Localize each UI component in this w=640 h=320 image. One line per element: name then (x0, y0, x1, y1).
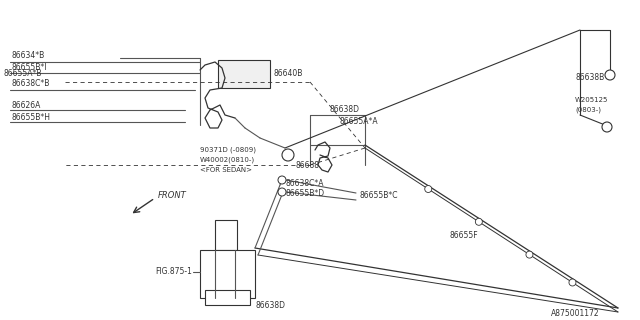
Text: (0803-): (0803-) (575, 107, 601, 113)
Text: 86655F: 86655F (450, 230, 479, 239)
Text: 86638B: 86638B (575, 74, 604, 83)
Circle shape (278, 188, 286, 196)
Text: 86634*B: 86634*B (12, 51, 45, 60)
Bar (215, 220, 237, 250)
Circle shape (602, 122, 612, 132)
Circle shape (425, 186, 432, 193)
Text: 86638D: 86638D (330, 106, 360, 115)
Text: 86688: 86688 (295, 161, 319, 170)
Text: 86638C*A: 86638C*A (285, 179, 323, 188)
Bar (218, 60, 270, 88)
Circle shape (476, 218, 483, 225)
Text: W40002(0810-): W40002(0810-) (200, 157, 255, 163)
Text: A875001172: A875001172 (552, 308, 600, 317)
Circle shape (569, 279, 576, 286)
Text: 86655A*B: 86655A*B (3, 68, 42, 77)
Text: 86655B*C: 86655B*C (360, 190, 399, 199)
Bar (200, 250, 255, 298)
Circle shape (278, 176, 286, 184)
Text: 86655A*A: 86655A*A (340, 117, 379, 126)
Circle shape (282, 149, 294, 161)
Text: 86640B: 86640B (274, 68, 303, 77)
Text: 86638C*B: 86638C*B (12, 79, 51, 89)
Text: W205125: W205125 (575, 97, 609, 103)
Text: 86655B*H: 86655B*H (12, 114, 51, 123)
Text: <FOR SEDAN>: <FOR SEDAN> (200, 167, 252, 173)
Circle shape (605, 70, 615, 80)
Text: 90371D (-0809): 90371D (-0809) (200, 147, 256, 153)
Bar (205, 290, 250, 305)
Text: FIG.875-1: FIG.875-1 (155, 268, 192, 276)
Text: FRONT: FRONT (158, 190, 187, 199)
Text: 86655B*I: 86655B*I (12, 63, 47, 73)
Circle shape (526, 251, 533, 258)
Text: 86638D: 86638D (255, 300, 285, 309)
Text: 86626A: 86626A (12, 100, 42, 109)
Text: 86655B*D: 86655B*D (285, 188, 324, 197)
